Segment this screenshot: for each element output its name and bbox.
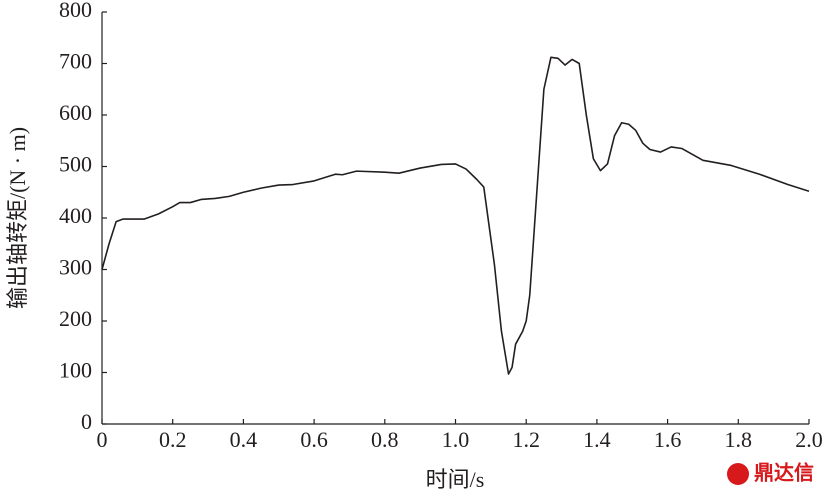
x-tick-label: 1.0 xyxy=(442,427,470,452)
x-tick-label: 1.4 xyxy=(583,427,611,452)
x-tick-label: 0.2 xyxy=(159,427,187,452)
y-tick-label: 100 xyxy=(59,358,92,383)
x-tick-label: 0.8 xyxy=(371,427,399,452)
data-line xyxy=(101,56,810,375)
x-axis-label: 时间/s xyxy=(426,467,485,492)
x-tick-label: 1.6 xyxy=(654,427,682,452)
y-tick-label: 500 xyxy=(59,152,92,177)
watermark: 鼎达信 xyxy=(754,461,814,485)
x-tick-label: 2.0 xyxy=(795,427,823,452)
x-tick-label: 0.6 xyxy=(300,427,328,452)
y-tick-label: 0 xyxy=(81,409,92,434)
y-tick-label: 200 xyxy=(59,306,92,331)
y-axis-label: 输出轴转矩/(N · m) xyxy=(5,127,30,309)
y-tick-label: 800 xyxy=(59,0,92,22)
x-tick-label: 0.4 xyxy=(230,427,258,452)
x-tick-label: 1.8 xyxy=(725,427,753,452)
logo-icon xyxy=(727,463,749,485)
y-tick-label: 700 xyxy=(59,49,92,74)
x-tick-label: 1.2 xyxy=(512,427,540,452)
x-tick-label: 0 xyxy=(97,427,108,452)
y-tick-label: 300 xyxy=(59,255,92,280)
y-tick-label: 400 xyxy=(59,203,92,228)
y-tick-label: 600 xyxy=(59,100,92,125)
